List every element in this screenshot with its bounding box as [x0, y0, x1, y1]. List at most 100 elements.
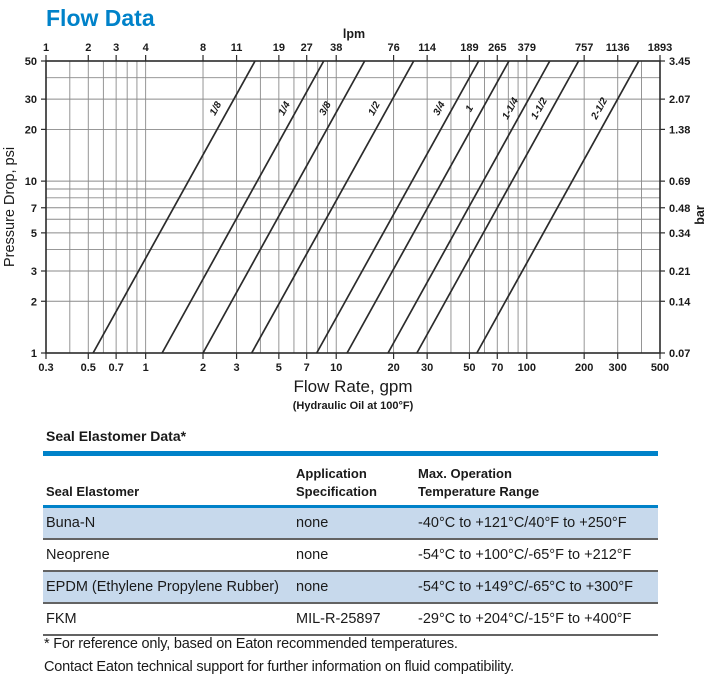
cell-temperature-range: -40°C to +121°C/40°F to +250°F	[415, 506, 658, 541]
size-curve-1/2	[250, 60, 415, 354]
x-tick-label-gpm: 20	[387, 362, 399, 374]
x-tick-label-lpm: 11	[231, 42, 243, 54]
size-curve-label: 1	[464, 103, 477, 114]
y-tick-label-bar: 3.45	[669, 56, 690, 68]
size-curve-label: 3/8	[318, 100, 335, 118]
x-tick-label-gpm: 200	[575, 362, 593, 374]
table-row: EPDM (Ethylene Propylene Rubber) none -54°…	[43, 571, 658, 605]
x-tick-label-lpm: 3	[113, 42, 119, 54]
x-tick-label-lpm: 757	[575, 42, 593, 54]
x-tick-label-gpm: 30	[421, 362, 433, 374]
plot-border	[45, 60, 661, 354]
cell-seal-elastomer: FKM	[43, 603, 293, 637]
y-tick-label-psi: 50	[25, 56, 37, 68]
x-tick-label-gpm: 500	[651, 362, 669, 374]
grid-lines	[46, 61, 660, 353]
x-tick-label-lpm: 38	[330, 42, 342, 54]
x-axis-note: (Hydraulic Oil at 100°F)	[293, 400, 414, 412]
x-tick-label-lpm: 1136	[606, 42, 630, 54]
y-tick-label-bar: 0.21	[669, 266, 690, 278]
size-curve-label: 3/4	[431, 100, 448, 118]
cell-temperature-range: -29°C to +204°C/-15°F to +400°F	[415, 603, 658, 637]
cell-temperature-range: -54°C to +149°C/-65°C to +300°F	[415, 571, 658, 605]
x-tick-label-gpm: 10	[330, 362, 342, 374]
size-curve-1	[346, 60, 510, 354]
cell-application-specification: MIL-R-25897	[293, 603, 415, 637]
y-tick-label-bar: 0.48	[669, 203, 690, 215]
y-tick-label-psi: 20	[25, 124, 37, 136]
cell-seal-elastomer: EPDM (Ethylene Propylene Rubber)	[43, 571, 293, 605]
y-tick-label-psi: 2	[31, 296, 37, 308]
size-curve-1-1/2	[416, 60, 580, 354]
x-tick-label-gpm: 0.7	[108, 362, 123, 374]
x-tick-label-gpm: 3	[234, 362, 240, 374]
y-axis-title-right: bar	[693, 205, 707, 225]
y-tick-label-bar: 1.38	[669, 124, 690, 136]
x-tick-label-gpm: 100	[518, 362, 536, 374]
col-header-temperature-range: Max. Operation Temperature Range	[415, 456, 658, 509]
cell-application-specification: none	[293, 571, 415, 605]
y-tick-label-psi: 5	[31, 228, 37, 240]
cell-temperature-range: -54°C to +100°C/-65°F to +212°F	[415, 539, 658, 573]
y-tick-label-psi: 30	[25, 94, 37, 106]
cell-application-specification: none	[293, 539, 415, 573]
x-tick-label-lpm: 19	[273, 42, 285, 54]
x-tick-label-gpm: 300	[609, 362, 627, 374]
table-row: FKM MIL-R-25897 -29°C to +204°C/-15°F to +…	[43, 603, 658, 637]
size-curve-1-1/4	[387, 60, 551, 354]
x-tick-label-gpm: 50	[463, 362, 475, 374]
seal-elastomer-section: Seal Elastomer Data* Seal Elastomer Appl…	[43, 428, 658, 637]
cell-seal-elastomer: Neoprene	[43, 539, 293, 573]
flow-data-chart-area: 1/8 1/4 3/8 1/2 3/4 1 1-1/4 1-1/2 2-1/2 0.3 1 0.5 2 0…	[0, 27, 720, 420]
table-header-row: Seal Elastomer Application Specification…	[43, 456, 658, 509]
tick-marks	[41, 55, 665, 359]
y-tick-label-psi: 7	[31, 203, 37, 215]
size-curve-label: 1/2	[366, 100, 383, 118]
x-tick-label-lpm: 189	[460, 42, 478, 54]
flow-rate-pressure-drop-chart: 1/8 1/4 3/8 1/2 3/4 1 1-1/4 1-1/2 2-1/20.310.520…	[2, 27, 707, 412]
x-tick-label-lpm: 8	[200, 42, 206, 54]
x-tick-label-lpm: 76	[387, 42, 399, 54]
y-tick-label-bar: 0.34	[669, 228, 691, 240]
footnotes: * For reference only, based on Eaton rec…	[44, 633, 514, 679]
x-tick-label-gpm: 70	[491, 362, 503, 374]
cell-seal-elastomer: Buna-N	[43, 506, 293, 541]
x-tick-label-gpm: 7	[304, 362, 310, 374]
col-header-application-specification: Application Specification	[293, 456, 415, 509]
y-tick-label-bar: 0.07	[669, 348, 690, 360]
page-title: Flow Data	[46, 5, 155, 31]
seal-elastomer-table: Seal Elastomer Application Specification…	[43, 456, 658, 637]
col-header-seal-elastomer: Seal Elastomer	[43, 456, 293, 509]
x-tick-label-lpm: 4	[143, 42, 150, 54]
y-tick-label-bar: 0.69	[669, 176, 690, 188]
x-tick-label-gpm: 1	[143, 362, 149, 374]
table-title: Seal Elastomer Data*	[46, 428, 187, 444]
y-tick-label-bar: 2.07	[669, 94, 690, 106]
y-tick-label-psi: 10	[25, 176, 37, 188]
y-tick-label-psi: 3	[31, 266, 37, 278]
x-axis-title: Flow Rate, gpm	[293, 377, 412, 396]
size-curve-1/8	[92, 60, 256, 354]
footnote-contact: Contact Eaton technical support for furt…	[44, 659, 514, 675]
x-tick-label-lpm: 2	[85, 42, 91, 54]
y-tick-label-psi: 1	[31, 348, 37, 360]
x-tick-label-lpm: 114	[418, 42, 437, 54]
x-tick-label-gpm: 0.5	[81, 362, 96, 374]
x-tick-label-gpm: 2	[200, 362, 206, 374]
x-tick-label-lpm: 27	[301, 42, 313, 54]
x-tick-label-gpm: 5	[276, 362, 282, 374]
top-axis-unit: lpm	[343, 28, 365, 41]
x-tick-label-lpm: 1893	[648, 42, 672, 54]
x-tick-label-gpm: 0.3	[38, 362, 53, 374]
footnote-reference: * For reference only, based on Eaton rec…	[44, 636, 458, 652]
size-curve-3/8	[202, 60, 366, 354]
table-row: Neoprene none -54°C to +100°C/-65°F to +21…	[43, 539, 658, 573]
size-curve-2-1/2	[476, 60, 640, 354]
size-curve-1/4	[161, 60, 325, 354]
table-row: Buna-N none -40°C to +121°C/40°F to +250°F	[43, 506, 658, 541]
size-curve-label: 1/8	[208, 100, 225, 118]
table-accent-bar	[43, 451, 658, 456]
y-tick-label-bar: 0.14	[669, 296, 691, 308]
x-tick-label-lpm: 1	[43, 42, 49, 54]
x-tick-label-lpm: 265	[488, 42, 506, 54]
